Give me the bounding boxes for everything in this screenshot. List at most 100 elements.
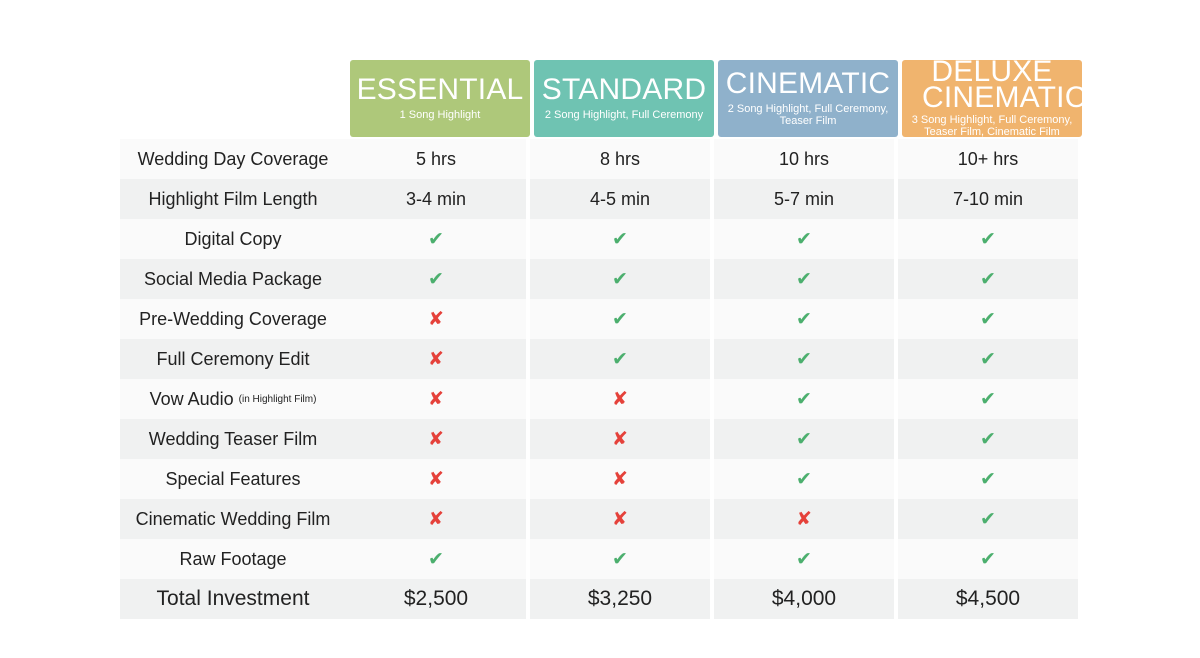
cell-essential: ✘: [346, 459, 526, 499]
cell-cinematic: ✔: [714, 299, 894, 339]
feature-name: Raw Footage: [179, 548, 287, 569]
checkmark-icon: ✔: [980, 428, 996, 450]
checkmark-icon: ✔: [980, 388, 996, 410]
table-row: Cinematic Wedding Film ✘ ✘ ✘ ✔: [120, 499, 1080, 539]
checkmark-icon: ✔: [796, 348, 812, 370]
checkmark-icon: ✔: [428, 268, 444, 290]
cell-deluxe-cinematic: ✔: [898, 259, 1078, 299]
cell-cinematic: ✔: [714, 339, 894, 379]
plan-header-standard: STANDARD 2 Song Highlight, Full Ceremony: [534, 60, 714, 137]
feature-label: Special Features: [120, 459, 346, 499]
plan-header-essential: ESSENTIAL 1 Song Highlight: [350, 60, 530, 137]
cell-essential: ✔: [346, 539, 526, 579]
feature-name: Highlight Film Length: [148, 188, 318, 209]
feature-label: Pre-Wedding Coverage: [120, 299, 346, 339]
cell-essential: ✘: [346, 299, 526, 339]
cross-icon: ✘: [428, 308, 444, 330]
plan-name: STANDARD: [541, 72, 707, 106]
cross-icon: ✘: [428, 428, 444, 450]
plan-name: ESSENTIAL: [356, 72, 524, 106]
cell-deluxe-cinematic: ✔: [898, 459, 1078, 499]
checkmark-icon: ✔: [428, 228, 444, 250]
checkmark-icon: ✔: [796, 268, 812, 290]
cell-value: 5 hrs: [415, 148, 457, 169]
plan-header-deluxe-cinematic: DELUXE CINEMATIC 3 Song Highlight, Full …: [902, 55, 1087, 138]
feature-label: Social Media Package: [120, 259, 346, 299]
checkmark-icon: ✔: [612, 228, 628, 250]
feature-name: Vow Audio: [149, 388, 234, 409]
feature-label: Full Ceremony Edit: [120, 339, 346, 379]
cell-deluxe-cinematic: ✔: [898, 419, 1078, 459]
table-row: Wedding Teaser Film ✘ ✘ ✔ ✔: [120, 419, 1080, 459]
cell-standard: ✔: [530, 539, 710, 579]
cell-deluxe-cinematic: ✔: [898, 339, 1078, 379]
cell-standard: ✔: [530, 219, 710, 259]
table-row: Full Ceremony Edit ✘ ✔ ✔ ✔: [120, 339, 1080, 379]
cell-standard: ✔: [530, 339, 710, 379]
price-deluxe-cinematic: $4,500: [898, 579, 1078, 619]
cell-standard: ✘: [530, 379, 710, 419]
cell-standard: 4-5 min: [530, 179, 710, 219]
feature-name: Wedding Day Coverage: [137, 148, 329, 169]
cross-icon: ✘: [612, 388, 628, 410]
feature-name: Cinematic Wedding Film: [135, 508, 331, 529]
table-row: Special Features ✘ ✘ ✔ ✔: [120, 459, 1080, 499]
cross-icon: ✘: [428, 508, 444, 530]
total-row: Total Investment $2,500 $3,250 $4,000 $4…: [120, 579, 1080, 619]
checkmark-icon: ✔: [980, 468, 996, 490]
table-row: Highlight Film Length 3-4 min 4-5 min 5-7 m…: [120, 179, 1080, 219]
table-row: Digital Copy ✔ ✔ ✔ ✔: [120, 219, 1080, 259]
cell-cinematic: ✔: [714, 219, 894, 259]
cell-cinematic: ✔: [714, 419, 894, 459]
cell-value: 10+ hrs: [957, 148, 1019, 169]
price-cinematic: $4,000: [714, 579, 894, 619]
feature-label: Raw Footage: [120, 539, 346, 579]
cell-essential: ✔: [346, 219, 526, 259]
price-standard: $3,250: [530, 579, 710, 619]
checkmark-icon: ✔: [980, 308, 996, 330]
cell-cinematic: ✔: [714, 459, 894, 499]
cross-icon: ✘: [428, 468, 444, 490]
cell-cinematic: ✘: [714, 499, 894, 539]
feature-label: Digital Copy: [120, 219, 346, 259]
checkmark-icon: ✔: [428, 548, 444, 570]
feature-note: (in Highlight Film): [238, 393, 317, 405]
plan-name: CINEMATIC: [725, 66, 891, 100]
checkmark-icon: ✔: [796, 428, 812, 450]
cell-value: 4-5 min: [589, 188, 651, 209]
cell-deluxe-cinematic: 10+ hrs: [898, 139, 1078, 179]
cell-essential: 5 hrs: [346, 139, 526, 179]
table-row: Wedding Day Coverage 5 hrs 8 hrs 10 hrs 10+ …: [120, 139, 1080, 179]
cell-value: 7-10 min: [952, 188, 1024, 209]
cell-standard: ✔: [530, 299, 710, 339]
checkmark-icon: ✔: [980, 228, 996, 250]
table-row: Social Media Package ✔ ✔ ✔ ✔: [120, 259, 1080, 299]
cell-value: 5-7 min: [773, 188, 835, 209]
header-spacer: [120, 60, 346, 137]
cross-icon: ✘: [612, 428, 628, 450]
cell-essential: 3-4 min: [346, 179, 526, 219]
cell-cinematic: 10 hrs: [714, 139, 894, 179]
cell-essential: ✘: [346, 499, 526, 539]
cross-icon: ✘: [796, 508, 812, 530]
cell-cinematic: ✔: [714, 539, 894, 579]
price-essential: $2,500: [346, 579, 526, 619]
plan-description: 1 Song Highlight: [399, 108, 481, 121]
cell-cinematic: 5-7 min: [714, 179, 894, 219]
cell-essential: ✘: [346, 379, 526, 419]
cell-deluxe-cinematic: ✔: [898, 539, 1078, 579]
feature-name: Pre-Wedding Coverage: [139, 308, 327, 329]
feature-name: Social Media Package: [143, 268, 323, 289]
checkmark-icon: ✔: [796, 228, 812, 250]
feature-rows: Wedding Day Coverage 5 hrs 8 hrs 10 hrs 10+ …: [120, 139, 1080, 579]
plan-description: 2 Song Highlight, Full Ceremony, Teaser …: [727, 102, 889, 127]
table-row: Raw Footage ✔ ✔ ✔ ✔: [120, 539, 1080, 579]
plan-header-cinematic: CINEMATIC 2 Song Highlight, Full Ceremon…: [718, 60, 898, 137]
checkmark-icon: ✔: [980, 548, 996, 570]
checkmark-icon: ✔: [612, 348, 628, 370]
feature-name: Digital Copy: [184, 228, 282, 249]
cell-essential: ✘: [346, 339, 526, 379]
plan-name: DELUXE CINEMATIC: [922, 55, 1087, 114]
cell-standard: ✔: [530, 259, 710, 299]
cell-essential: ✔: [346, 259, 526, 299]
